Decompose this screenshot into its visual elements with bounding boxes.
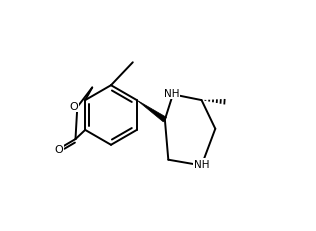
Text: O: O — [54, 144, 63, 154]
Text: O: O — [70, 101, 78, 111]
Text: NH: NH — [164, 89, 179, 99]
Text: NH: NH — [194, 160, 209, 170]
Polygon shape — [137, 101, 167, 122]
